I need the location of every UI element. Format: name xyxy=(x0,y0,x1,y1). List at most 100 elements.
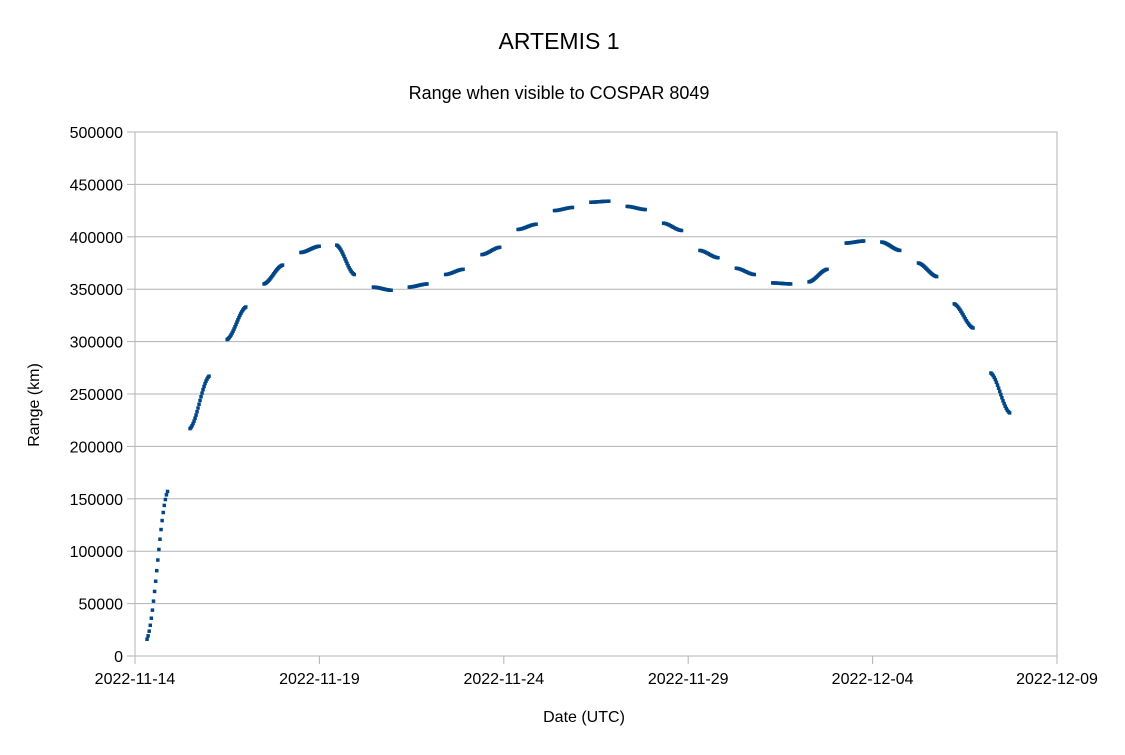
data-point xyxy=(344,259,348,263)
data-point xyxy=(238,313,242,318)
y-axis-label: Range (km) xyxy=(26,363,43,447)
data-point xyxy=(961,313,965,317)
data-point xyxy=(342,254,346,259)
x-axis-tick-labels: 2022-11-14 2022-11-19 2022-11-24 2022-11-29… xyxy=(95,671,1098,688)
data-point xyxy=(1000,395,1004,400)
data-point xyxy=(346,263,350,268)
y-tick-label: 100000 xyxy=(70,544,123,561)
data-point xyxy=(161,510,165,515)
data-point xyxy=(148,623,153,628)
data-point xyxy=(152,589,157,594)
data-point xyxy=(962,315,966,319)
data-point xyxy=(192,419,196,423)
data-point xyxy=(200,391,204,395)
data-point xyxy=(339,248,343,252)
data-point xyxy=(207,374,211,378)
data-point xyxy=(154,568,159,573)
x-tick-label: 2022-11-19 xyxy=(279,671,360,688)
data-point xyxy=(347,265,351,270)
x-tick-label: 2022-11-14 xyxy=(95,671,176,688)
data-point xyxy=(534,222,538,226)
data-point xyxy=(196,406,200,410)
data-point xyxy=(1002,401,1006,406)
y-tick-label: 300000 xyxy=(70,335,123,352)
plot-area-frame xyxy=(134,131,1058,657)
data-point xyxy=(237,315,241,320)
data-point xyxy=(461,267,465,272)
data-point xyxy=(231,329,235,333)
data-point xyxy=(164,493,169,497)
data-point xyxy=(999,392,1003,397)
y-tick-label: 0 xyxy=(114,649,123,666)
data-point xyxy=(1007,411,1012,415)
data-point xyxy=(202,384,206,389)
y-tick-label: 150000 xyxy=(70,492,123,509)
data-point xyxy=(165,489,170,494)
data-point xyxy=(156,558,160,562)
data-point xyxy=(199,395,203,399)
data-point xyxy=(163,497,168,502)
data-point xyxy=(1001,399,1005,403)
data-point xyxy=(195,409,199,414)
data-point xyxy=(425,282,429,286)
data-point xyxy=(317,244,321,248)
data-point xyxy=(643,207,647,212)
data-point xyxy=(197,402,201,407)
chart-title: ARTEMIS 1 xyxy=(499,28,620,54)
data-point xyxy=(191,421,195,426)
data-point xyxy=(788,282,793,286)
data-point xyxy=(146,634,150,638)
x-tick-label: 2022-11-29 xyxy=(648,671,729,688)
data-point xyxy=(204,379,208,383)
data-point xyxy=(239,311,243,316)
data-point xyxy=(236,318,240,322)
y-tick-label: 50000 xyxy=(79,597,124,614)
data-point xyxy=(193,416,197,421)
data-point xyxy=(991,373,995,378)
data-point xyxy=(389,288,393,292)
y-tick-label: 350000 xyxy=(70,282,123,299)
data-point xyxy=(159,527,163,532)
data-point xyxy=(232,327,236,331)
data-point xyxy=(1004,406,1009,411)
data-point xyxy=(341,252,345,256)
data-point xyxy=(897,248,902,253)
data-point xyxy=(992,375,996,380)
data-point xyxy=(825,267,829,272)
data-point xyxy=(996,386,1001,390)
data-point xyxy=(345,261,349,266)
data-point xyxy=(752,272,757,277)
data-point xyxy=(607,199,611,203)
y-tick-label: 450000 xyxy=(70,177,123,194)
data-point xyxy=(201,387,205,392)
data-point xyxy=(160,518,164,523)
y-tick-label: 200000 xyxy=(70,439,123,456)
data-point xyxy=(960,311,964,315)
x-tick-label: 2022-12-04 xyxy=(832,671,914,688)
data-point xyxy=(679,228,684,233)
data-point xyxy=(570,205,575,210)
data-point xyxy=(162,503,167,508)
chart-subtitle: Range when visible to COSPAR 8049 xyxy=(409,83,710,103)
data-point xyxy=(997,389,1002,394)
data-point xyxy=(340,250,344,254)
data-point xyxy=(244,305,248,309)
data-point xyxy=(153,579,158,583)
data-point xyxy=(343,256,347,261)
data-point xyxy=(145,637,149,641)
data-point xyxy=(150,608,155,612)
data-point xyxy=(995,383,1000,387)
data-point xyxy=(959,309,963,313)
data-point xyxy=(971,326,975,330)
data-point xyxy=(235,320,239,324)
data-point xyxy=(203,381,207,386)
data-point xyxy=(194,413,198,417)
y-tick-label: 500000 xyxy=(70,125,123,142)
data-point xyxy=(198,398,202,403)
data-point xyxy=(233,324,237,329)
y-axis-tick-labels: 0 50000 100000 150000 200000 250000 300000 3500… xyxy=(70,125,123,666)
data-point xyxy=(234,322,238,327)
data-point xyxy=(158,537,162,542)
